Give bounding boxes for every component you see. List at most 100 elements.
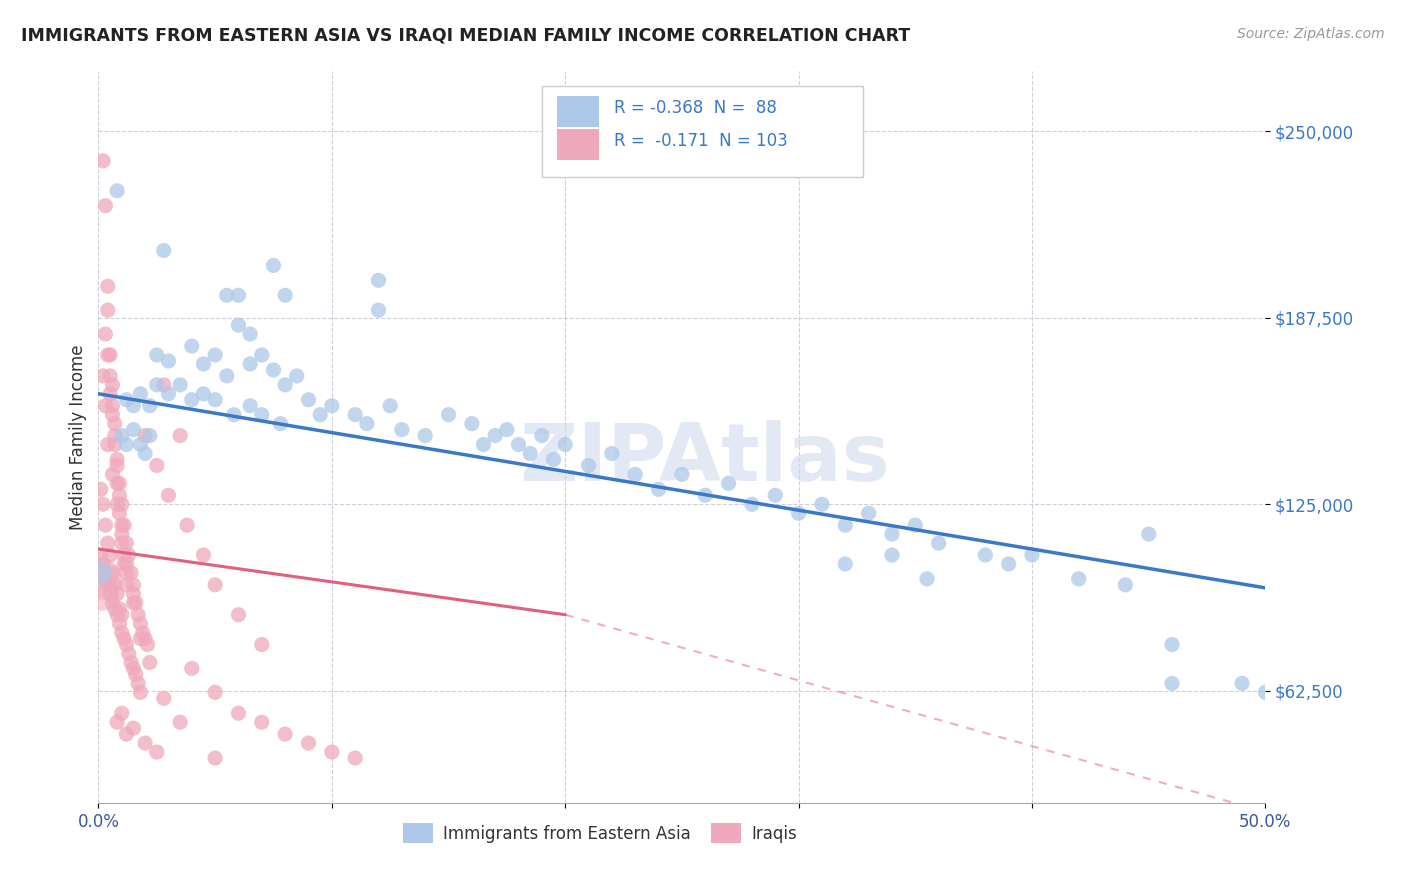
Point: [129, 437, 152, 451]
Point: [250, 638, 273, 652]
Point: [139, 656, 162, 670]
Point: [127, 676, 149, 690]
Point: [367, 303, 389, 318]
Point: [94, 327, 117, 342]
FancyBboxPatch shape: [541, 86, 863, 178]
Point: [239, 327, 262, 342]
Point: [122, 423, 145, 437]
Point: [129, 632, 152, 646]
Point: [105, 458, 128, 473]
Point: [228, 706, 250, 721]
Point: [413, 428, 436, 442]
Point: [129, 616, 152, 631]
Point: [858, 506, 880, 520]
Point: [1114, 578, 1136, 592]
Point: [554, 437, 576, 451]
Point: [741, 497, 763, 511]
Point: [321, 399, 343, 413]
Point: [134, 446, 156, 460]
Point: [274, 288, 297, 302]
Point: [204, 348, 226, 362]
Point: [146, 348, 169, 362]
Point: [717, 476, 740, 491]
Point: [129, 386, 152, 401]
Point: [508, 437, 530, 451]
Point: [297, 736, 319, 750]
Point: [98, 386, 121, 401]
Point: [880, 527, 903, 541]
Point: [94, 572, 117, 586]
Point: [91, 557, 114, 571]
Point: [152, 244, 174, 258]
Point: [204, 751, 226, 765]
Point: [262, 259, 284, 273]
Point: [250, 408, 273, 422]
Point: [132, 625, 155, 640]
Point: [98, 548, 121, 562]
Point: [91, 153, 114, 168]
Point: [811, 497, 834, 511]
Point: [97, 303, 120, 318]
Point: [228, 318, 250, 332]
Point: [519, 446, 541, 460]
Point: [101, 596, 124, 610]
Point: [120, 566, 142, 580]
Point: [1254, 685, 1277, 699]
Point: [146, 377, 169, 392]
Point: [90, 566, 112, 580]
Point: [136, 638, 159, 652]
Point: [239, 399, 262, 413]
Point: [1161, 638, 1184, 652]
Point: [139, 399, 162, 413]
Point: [105, 184, 128, 198]
Point: [297, 392, 319, 407]
Point: [112, 557, 135, 571]
Point: [437, 408, 460, 422]
Point: [98, 587, 121, 601]
Point: [1021, 548, 1043, 562]
Point: [250, 715, 273, 730]
Point: [94, 199, 117, 213]
Point: [115, 437, 138, 451]
Point: [928, 536, 950, 550]
Point: [111, 497, 134, 511]
Point: [122, 578, 145, 592]
Text: R = -0.368  N =  88: R = -0.368 N = 88: [614, 99, 778, 117]
Point: [834, 518, 856, 533]
Point: [94, 399, 117, 413]
Point: [146, 745, 169, 759]
Legend: Immigrants from Eastern Asia, Iraqis: Immigrants from Eastern Asia, Iraqis: [396, 817, 804, 849]
Point: [367, 273, 389, 287]
Point: [647, 483, 669, 497]
Point: [94, 518, 117, 533]
Point: [180, 339, 202, 353]
Point: [115, 557, 138, 571]
Point: [152, 377, 174, 392]
Point: [101, 408, 124, 422]
Point: [91, 497, 114, 511]
Point: [105, 452, 128, 467]
Point: [112, 518, 135, 533]
Point: [108, 601, 131, 615]
Point: [111, 706, 134, 721]
Point: [101, 399, 124, 413]
Point: [97, 578, 120, 592]
Point: [1137, 527, 1160, 541]
Point: [108, 476, 131, 491]
Y-axis label: Median Family Income: Median Family Income: [69, 344, 87, 530]
Point: [671, 467, 693, 482]
Point: [104, 437, 127, 451]
Point: [112, 548, 135, 562]
Point: [101, 467, 124, 482]
Point: [152, 691, 174, 706]
Point: [600, 446, 623, 460]
Point: [169, 428, 191, 442]
Point: [122, 721, 145, 735]
Point: [215, 288, 238, 302]
Point: [122, 596, 145, 610]
Point: [127, 607, 149, 622]
Point: [157, 354, 180, 368]
Point: [391, 423, 413, 437]
Point: [204, 578, 226, 592]
Point: [115, 392, 138, 407]
